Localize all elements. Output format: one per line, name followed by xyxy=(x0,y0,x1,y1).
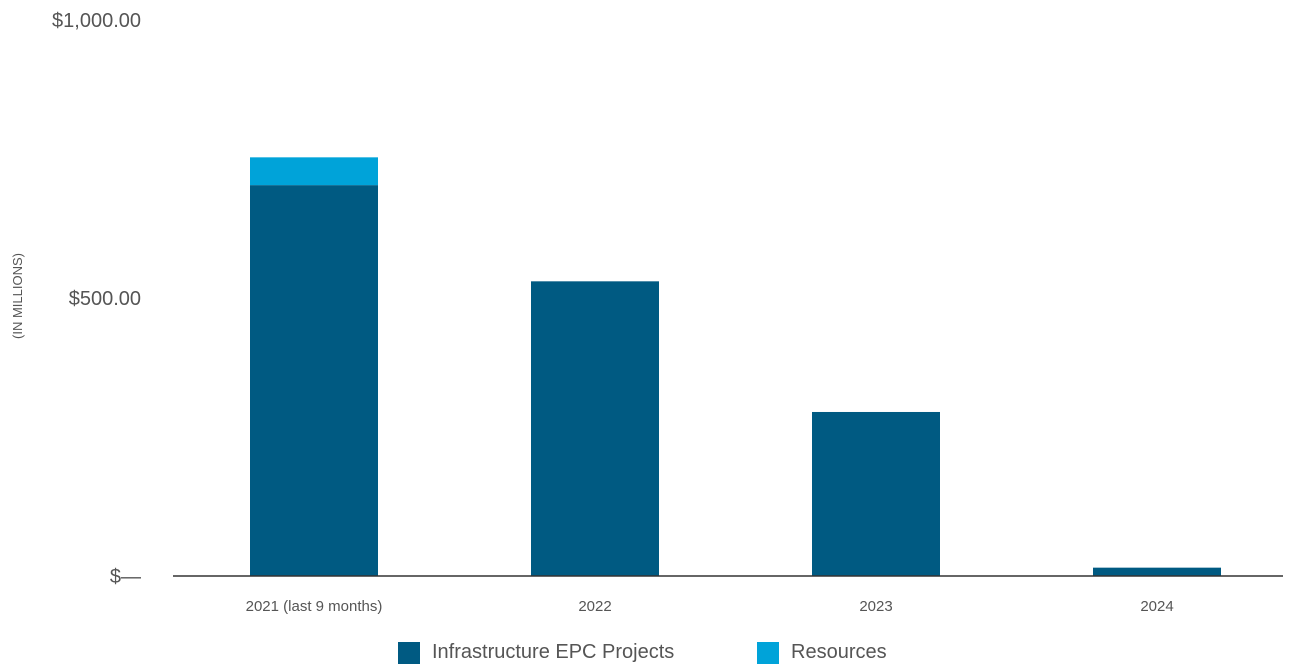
legend-swatch-infrastructure xyxy=(398,641,420,664)
y-tick-label: $500.00 xyxy=(69,288,141,310)
y-tick-label: $1,000.00 xyxy=(52,10,141,32)
legend-swatch-resources xyxy=(757,641,779,664)
x-tick-label: 2021 (last 9 months) xyxy=(246,598,383,615)
bar-infrastructure-1 xyxy=(531,281,659,576)
y-axis-label: (IN MILLIONS) xyxy=(10,253,25,339)
x-tick-label: 2023 xyxy=(859,598,892,615)
bar-infrastructure-2 xyxy=(812,411,940,576)
x-axis-ticks: 2021 (last 9 months) 2022 2023 2024 xyxy=(246,598,1174,615)
x-tick-label: 2022 xyxy=(578,598,611,615)
bar-infrastructure-3 xyxy=(1093,567,1221,576)
legend-item-infrastructure: Infrastructure EPC Projects xyxy=(398,641,674,664)
legend: Infrastructure EPC Projects Resources xyxy=(0,641,1294,667)
y-tick-label: $— xyxy=(110,566,141,588)
bars xyxy=(250,157,1221,576)
legend-item-resources: Resources xyxy=(757,641,887,664)
legend-label-resources: Resources xyxy=(791,641,887,663)
bar-infrastructure-0 xyxy=(250,185,378,576)
bar-resources-0 xyxy=(250,157,378,186)
x-tick-label: 2024 xyxy=(1140,598,1173,615)
legend-label-infrastructure: Infrastructure EPC Projects xyxy=(432,641,675,663)
y-axis-ticks: $— $500.00 $1,000.00 xyxy=(52,10,141,588)
